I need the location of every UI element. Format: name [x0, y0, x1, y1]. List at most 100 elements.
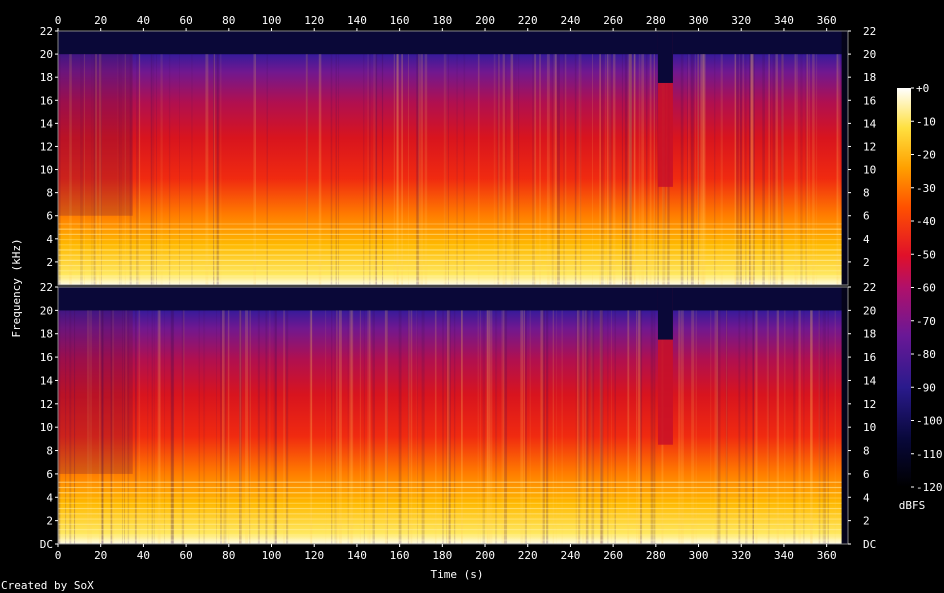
credit-text: Created by SoX — [1, 579, 94, 592]
texture-stripe — [520, 310, 522, 544]
texture-stripe — [734, 54, 737, 285]
texture-stripe — [753, 310, 754, 544]
x-tick-label-bottom: 140 — [347, 549, 367, 562]
texture-stripe — [421, 310, 425, 544]
texture-stripe — [749, 54, 751, 285]
y-tick-label-right: 12 — [863, 140, 876, 153]
texture-stripe — [216, 54, 220, 285]
y-tick-label-left: 6 — [46, 210, 53, 223]
texture-stripe — [636, 310, 638, 544]
texture-stripe — [318, 54, 321, 285]
texture-stripe — [812, 54, 815, 285]
y-tick-label-left: 4 — [46, 491, 53, 504]
texture-stripe — [349, 310, 353, 544]
texture-stripe — [372, 310, 375, 544]
texture-stripe — [809, 54, 810, 285]
texture-stripe — [694, 54, 697, 285]
texture-stripe — [220, 310, 222, 544]
texture-stripe — [101, 54, 102, 285]
texture-stripe — [578, 54, 582, 285]
texture-stripe — [752, 310, 754, 544]
texture-stripe — [456, 54, 458, 285]
texture-stripe — [95, 54, 97, 285]
x-tick-label-top: 120 — [304, 14, 324, 27]
y-tick-label-right: 6 — [863, 468, 870, 481]
texture-stripe — [58, 54, 61, 285]
y-tick-label-right: 22 — [863, 281, 876, 294]
texture-stripe — [772, 54, 776, 285]
texture-stripe — [222, 310, 225, 544]
texture-stripe — [621, 54, 623, 285]
texture-stripe — [227, 310, 230, 544]
texture-stripe — [482, 310, 486, 544]
texture-stripe — [725, 310, 728, 544]
texture-stripe — [513, 54, 517, 285]
texture-stripe — [653, 310, 656, 544]
texture-stripe — [253, 54, 256, 285]
texture-stripe — [359, 310, 361, 544]
texture-stripe — [695, 310, 697, 544]
harmonic-band — [58, 264, 848, 267]
harmonic-band — [58, 228, 848, 230]
texture-stripe — [555, 310, 557, 544]
x-tick-label-top: 340 — [774, 14, 794, 27]
texture-stripe — [517, 54, 520, 285]
x-tick-label-bottom: 100 — [262, 549, 282, 562]
x-tick-label-bottom: 180 — [432, 549, 452, 562]
texture-stripe — [534, 54, 537, 285]
y-tick-label-left: 20 — [40, 304, 53, 317]
texture-stripe — [157, 310, 161, 544]
y-tick-label-right: DC — [863, 538, 876, 551]
texture-stripe — [420, 54, 423, 285]
texture-stripe — [823, 310, 826, 544]
texture-stripe — [776, 310, 780, 544]
texture-stripe — [338, 310, 342, 544]
texture-stripe — [702, 54, 706, 285]
y-tick-label-right: 16 — [863, 94, 876, 107]
texture-stripe — [539, 54, 542, 285]
texture-stripe — [582, 310, 585, 544]
texture-stripe — [607, 310, 609, 544]
x-tick-label-bottom: 280 — [646, 549, 666, 562]
texture-stripe — [800, 54, 803, 285]
texture-stripe — [524, 310, 527, 544]
texture-stripe — [368, 54, 371, 285]
texture-stripe — [502, 54, 505, 285]
texture-stripe — [735, 54, 736, 285]
texture-stripe — [574, 54, 577, 285]
texture-stripe — [336, 310, 338, 544]
y-tick-label-right: 16 — [863, 351, 876, 364]
texture-stripe — [641, 54, 645, 285]
texture-stripe — [416, 54, 419, 285]
channel-1-end-silence — [841, 31, 848, 285]
texture-stripe — [93, 54, 96, 285]
texture-stripe — [606, 54, 609, 285]
texture-stripe — [351, 310, 354, 544]
x-tick-label-top: 40 — [137, 14, 150, 27]
texture-stripe — [408, 54, 409, 285]
texture-stripe — [84, 54, 85, 285]
texture-stripe — [91, 54, 93, 285]
texture-stripe — [629, 54, 632, 285]
y-tick-label-left: DC — [40, 538, 53, 551]
texture-stripe — [273, 310, 276, 544]
texture-stripe — [827, 310, 829, 544]
x-tick-label-top: 200 — [475, 14, 495, 27]
texture-stripe — [375, 54, 378, 285]
texture-stripe — [74, 310, 76, 544]
texture-stripe — [168, 54, 171, 285]
texture-stripe — [480, 310, 481, 544]
texture-stripe — [698, 54, 700, 285]
texture-stripe — [495, 310, 498, 544]
texture-stripe — [254, 54, 256, 285]
x-tick-label-bottom: 160 — [390, 549, 410, 562]
colorbar-tick-label: -90 — [916, 381, 936, 394]
texture-stripe — [158, 310, 161, 544]
texture-stripe — [493, 54, 496, 285]
texture-stripe — [416, 310, 418, 544]
texture-stripe — [604, 54, 606, 285]
x-tick-label-bottom: 260 — [603, 549, 623, 562]
texture-stripe — [680, 54, 684, 285]
texture-stripe — [138, 310, 141, 544]
harmonic-band — [58, 233, 848, 235]
